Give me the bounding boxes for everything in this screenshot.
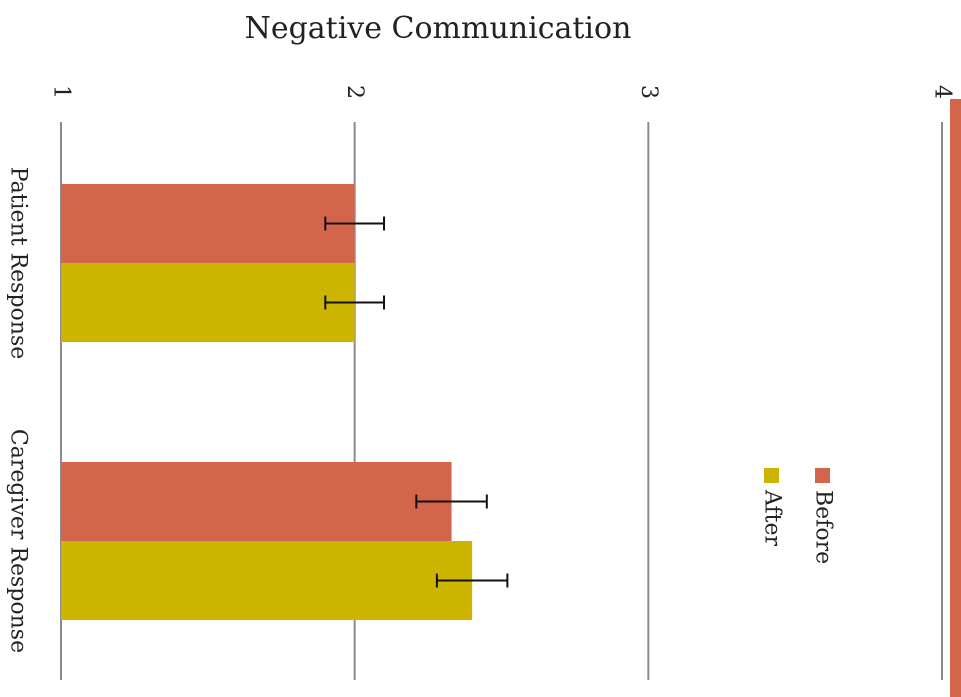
- value-tick-label: 3: [636, 85, 661, 99]
- value-tick-label: 2: [342, 85, 367, 99]
- category-label: Patient Response: [6, 167, 31, 360]
- accent-bar: [950, 99, 961, 697]
- legend-swatch-after: [764, 468, 779, 483]
- legend-label-before: Before: [811, 490, 836, 564]
- bar-before-patient: [61, 184, 355, 263]
- value-tick-label: 1: [49, 85, 74, 99]
- error-bars: [324, 216, 509, 588]
- chart-title: Negative Communication: [245, 11, 632, 46]
- value-tick-label: 4: [930, 85, 955, 99]
- bar-after-caregiver: [61, 541, 473, 620]
- bars: [61, 184, 473, 620]
- category-labels: Patient Response Caregiver Response: [6, 167, 31, 653]
- bar-before-caregiver: [61, 462, 452, 541]
- value-tick-labels: 1 2 3 4: [49, 85, 955, 99]
- legend: Before After: [760, 99, 961, 697]
- category-label: Caregiver Response: [6, 429, 31, 653]
- legend-label-after: After: [760, 489, 785, 547]
- legend-swatch-before: [815, 468, 830, 483]
- bar-after-patient: [61, 263, 355, 342]
